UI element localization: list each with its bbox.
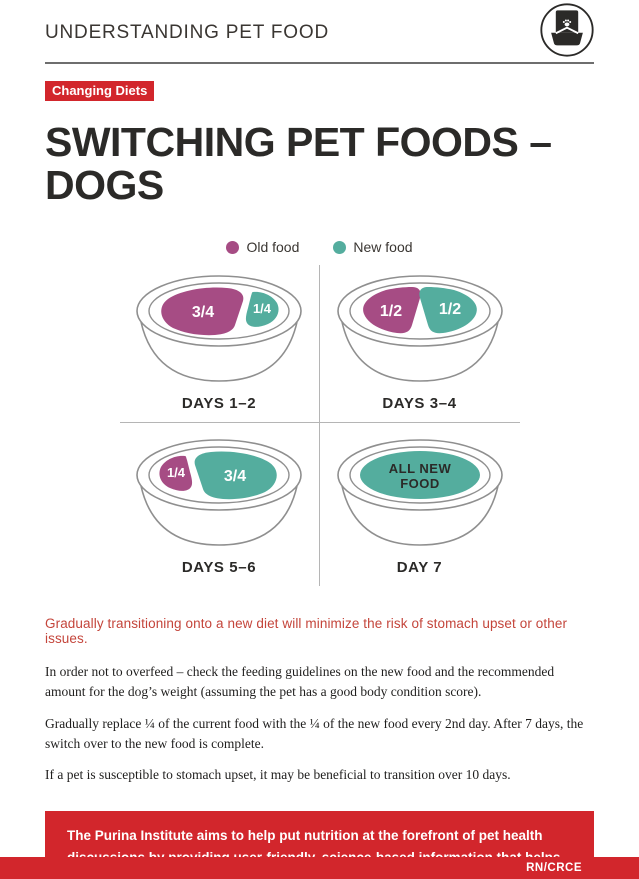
paragraph-overfeed: In order not to overfeed – check the fee… xyxy=(45,664,555,700)
highlight-sentence: Gradually transitioning onto a new diet … xyxy=(45,616,568,647)
old-food-portion xyxy=(161,287,244,336)
legend: Old food New food xyxy=(45,239,594,255)
legend-item-new-food: New food xyxy=(333,239,413,256)
new-fraction-label: 1/2 xyxy=(438,301,460,318)
new-fraction-label: 3/4 xyxy=(224,468,246,485)
body-copy: In order not to overfeed – check the fee… xyxy=(45,662,594,785)
new-food-portion xyxy=(194,451,277,500)
new-fraction-label: 1/4 xyxy=(253,301,272,316)
old-food-portion xyxy=(362,287,421,334)
document-code: RN/CRCE xyxy=(526,862,582,874)
old-food-dot-icon xyxy=(226,240,240,254)
all-new-food-label-line1: ALL NEW xyxy=(388,461,451,476)
legend-old-label: Old food xyxy=(246,239,300,256)
bowl-days-1-2: 3/4 1/4 DAYS 1–2 xyxy=(119,265,320,424)
header: UNDERSTANDING PET FOOD xyxy=(45,0,594,64)
old-fraction-label: 1/4 xyxy=(167,465,186,480)
header-divider xyxy=(45,62,594,64)
bowl-caption: DAY 7 xyxy=(396,559,443,577)
all-new-food-label-line2: FOOD xyxy=(400,476,440,491)
bowl-diagram-days-1-2: 3/4 1/4 xyxy=(136,275,302,382)
old-fraction-label: 1/2 xyxy=(379,303,401,320)
transition-diagram: 3/4 1/4 DAYS 1–2 1/2 1/2 DAYS 3–4 xyxy=(119,265,520,587)
bowl-diagram-days-3-4: 1/2 1/2 xyxy=(336,275,503,382)
old-fraction-label: 3/4 xyxy=(192,304,214,321)
header-title: UNDERSTANDING PET FOOD xyxy=(45,22,329,43)
footer-bar: RN/CRCE xyxy=(0,857,639,879)
legend-new-label: New food xyxy=(353,239,413,256)
new-food-portion xyxy=(359,451,480,500)
new-food-portion xyxy=(418,287,477,334)
new-food-dot-icon xyxy=(333,240,347,254)
bowl-days-5-6: 1/4 3/4 DAYS 5–6 xyxy=(120,423,320,587)
bowl-caption: DAYS 3–4 xyxy=(382,395,457,413)
bowl-days-3-4: 1/2 1/2 DAYS 3–4 xyxy=(319,265,520,424)
bowl-caption: DAYS 1–2 xyxy=(181,395,257,413)
bowl-caption: DAYS 5–6 xyxy=(181,559,257,577)
bowl-diagram-days-5-6: 1/4 3/4 xyxy=(136,439,302,546)
category-badge: Changing Diets xyxy=(45,81,155,101)
bowl-diagram-day-7: ALL NEW FOOD xyxy=(336,439,503,546)
paragraph-replace: Gradually replace ¼ of the current food … xyxy=(45,715,584,751)
paw-print-icon xyxy=(562,19,572,27)
paragraph-susceptible: If a pet is susceptible to stomach upset… xyxy=(45,767,511,783)
new-food-portion xyxy=(245,291,279,327)
legend-item-old-food: Old food xyxy=(226,239,299,255)
bowl-day-7: ALL NEW FOOD DAY 7 xyxy=(320,423,520,586)
pet-food-bag-bowl-icon xyxy=(540,3,594,57)
old-food-portion xyxy=(159,455,193,491)
page-title: SWITCHING PET FOODS – DOGS xyxy=(45,119,552,209)
